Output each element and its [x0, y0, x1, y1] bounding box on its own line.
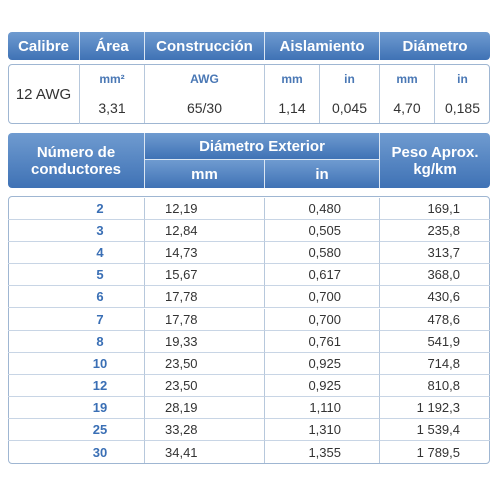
- conductor-count: 4: [8, 242, 145, 265]
- conductor-count: 8: [8, 330, 145, 353]
- spec-value: 4,70: [380, 93, 435, 123]
- cell-value: 0,700: [265, 286, 380, 309]
- cell-value: 0,505: [265, 220, 380, 243]
- cell-value: 17,78: [145, 308, 265, 331]
- cell-value: 0,700: [265, 308, 380, 331]
- cell-value: 368,0: [380, 264, 490, 287]
- cell-value: 169,1: [380, 198, 490, 221]
- cell-value: 15,67: [145, 264, 265, 287]
- conductor-count: 10: [8, 352, 145, 375]
- weight-header: Peso Aprox. kg/km: [380, 133, 490, 188]
- weight-label: Peso Aprox.: [391, 143, 479, 161]
- conductor-count: 5: [8, 264, 145, 287]
- cell-value: 17,78: [145, 286, 265, 309]
- cell-value: 28,19: [145, 396, 265, 419]
- cell-value: 12,84: [145, 220, 265, 243]
- cell-value: 0,925: [265, 374, 380, 397]
- unit: mm: [380, 65, 435, 93]
- conductors-header: Número de conductores: [8, 133, 145, 188]
- col-header: Diámetro: [380, 32, 490, 60]
- cell-value: 0,480: [265, 198, 380, 221]
- cell-value: 0,925: [265, 352, 380, 375]
- cell-value: 1,355: [265, 441, 380, 464]
- unit-header: in: [265, 160, 380, 188]
- spec-box: [8, 64, 490, 124]
- conductor-count: 19: [8, 396, 145, 419]
- unit: AWG: [145, 65, 265, 93]
- weight-unit: kg/km: [413, 160, 457, 178]
- conductor-count: 25: [8, 419, 145, 442]
- spec-value: 65/30: [145, 93, 265, 123]
- cell-value: 0,761: [265, 330, 380, 353]
- col-header: Calibre: [8, 32, 80, 60]
- conductor-count: 7: [8, 308, 145, 331]
- unit: mm²: [80, 65, 145, 93]
- cell-value: 313,7: [380, 242, 490, 265]
- cell-value: 1 789,5: [416, 444, 460, 460]
- conductor-count: 3: [8, 220, 145, 243]
- cell-value: 12,19: [145, 198, 265, 221]
- cell-value: 0,617: [265, 264, 380, 287]
- cell-value: 19,33: [145, 330, 265, 353]
- cell-value: 34,41: [145, 441, 265, 464]
- spec-value: 1,14: [265, 93, 320, 123]
- cell-value: 1 539,4: [380, 419, 490, 442]
- unit: in: [320, 65, 380, 93]
- cell-value: 810,8: [380, 375, 490, 397]
- cell-value: 14,73: [145, 242, 265, 265]
- conductor-count: 30: [8, 441, 145, 464]
- col-header: Área: [80, 32, 145, 60]
- conductor-count: 6: [8, 286, 145, 309]
- cell-value: 0,580: [265, 242, 380, 265]
- unit-header: mm: [145, 160, 265, 188]
- unit: in: [457, 72, 468, 86]
- spec-value: 0,185: [444, 100, 481, 116]
- cell-value: 23,50: [145, 374, 265, 397]
- calibre: 12 AWG: [8, 64, 80, 124]
- cell-value: 478,6: [380, 309, 490, 331]
- col-header: Construcción: [145, 32, 265, 60]
- cell-value: 541,9: [380, 331, 490, 353]
- cell-value: 1 192,3: [380, 397, 490, 419]
- spec-value: 0,045: [320, 93, 380, 123]
- cell-value: 430,6: [380, 286, 490, 309]
- col-header: Aislamiento: [265, 32, 380, 60]
- cell-value: 235,8: [380, 220, 490, 243]
- diameter-header: Diámetro Exterior: [145, 133, 380, 160]
- cell-value: 33,28: [145, 419, 265, 442]
- cell-value: 23,50: [145, 352, 265, 375]
- unit: mm: [265, 65, 320, 93]
- cell-value: 714,8: [380, 353, 490, 375]
- spec-value: 3,31: [80, 93, 145, 123]
- cell-value: 1,310: [265, 419, 380, 442]
- cell-value: 1,110: [265, 396, 380, 419]
- conductor-count: 12: [8, 374, 145, 397]
- conductor-count: 2: [8, 198, 145, 221]
